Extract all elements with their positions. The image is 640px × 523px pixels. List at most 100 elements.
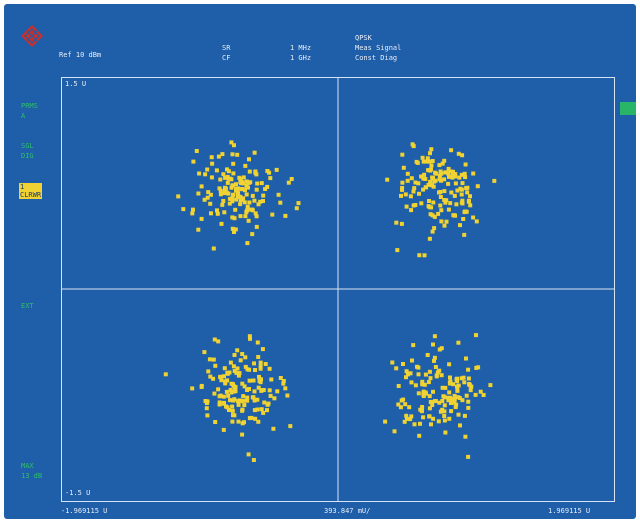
constellation-point	[456, 340, 461, 345]
constellation-point	[275, 389, 280, 394]
constellation-plot[interactable]: 1.5 U -1.5 U	[61, 77, 615, 502]
constellation-point	[438, 195, 443, 199]
constellation-point	[233, 227, 238, 232]
constellation-point	[416, 372, 421, 377]
constellation-point	[216, 387, 221, 392]
constellation-point	[243, 355, 248, 360]
constellation-point	[247, 169, 252, 174]
constellation-point	[401, 362, 405, 366]
constellation-point	[243, 188, 247, 193]
constellation-point	[420, 379, 425, 384]
side-label-dig: DIG	[21, 152, 34, 160]
constellation-point	[442, 403, 447, 408]
constellation-point	[383, 419, 388, 424]
constellation-point	[241, 175, 246, 180]
constellation-point	[466, 376, 471, 381]
constellation-point	[419, 201, 424, 206]
constellation-point	[420, 155, 425, 160]
trace-mode-badge[interactable]: 1 CLRWR	[19, 183, 43, 199]
constellation-point	[274, 167, 279, 172]
constellation-point	[245, 241, 250, 246]
constellation-point	[225, 378, 230, 383]
constellation-point	[271, 426, 276, 431]
constellation-point	[410, 358, 414, 363]
constellation-point	[400, 180, 405, 185]
constellation-point	[217, 400, 222, 405]
constellation-point	[194, 149, 199, 153]
constellation-point	[236, 186, 241, 191]
constellation-point	[242, 200, 247, 205]
side-label-a: A	[21, 112, 26, 120]
constellation-point	[468, 388, 473, 393]
constellation-point	[257, 374, 261, 379]
constellation-point	[259, 181, 264, 186]
constellation-point	[457, 396, 462, 400]
constellation-point	[272, 396, 277, 401]
constellation-point	[436, 419, 441, 424]
constellation-point	[211, 376, 216, 381]
constellation-point	[429, 163, 434, 168]
constellation-point	[247, 378, 252, 383]
side-label-prms: PRMS	[21, 102, 38, 110]
constellation-point	[233, 385, 238, 390]
constellation-point	[231, 398, 236, 403]
constellation-point	[409, 380, 414, 385]
constellation-point	[231, 364, 236, 369]
constellation-point	[456, 412, 461, 417]
constellation-point	[446, 398, 451, 403]
constellation-point	[411, 343, 416, 348]
constellation-point	[251, 378, 256, 383]
constellation-point	[461, 217, 466, 221]
constellation-point	[449, 148, 454, 153]
constellation-point	[432, 334, 437, 339]
constellation-point	[439, 171, 444, 176]
constellation-point	[229, 390, 234, 395]
constellation-point	[235, 348, 240, 353]
constellation-point	[255, 181, 260, 186]
constellation-point	[417, 191, 421, 196]
constellation-point	[449, 190, 454, 195]
constellation-point	[442, 418, 447, 423]
constellation-point	[241, 181, 246, 186]
constellation-point	[412, 422, 417, 427]
constellation-point	[245, 395, 250, 400]
constellation-point	[451, 173, 455, 178]
constellation-point	[411, 189, 416, 194]
constellation-point	[191, 159, 196, 164]
constellation-point	[400, 187, 404, 192]
constellation-point	[205, 195, 210, 200]
constellation-point	[466, 405, 471, 410]
constellation-point	[442, 189, 447, 194]
constellation-point	[226, 191, 231, 196]
y-max-label: 1.5 U	[65, 80, 87, 88]
constellation-point	[231, 192, 236, 197]
constellation-point	[447, 416, 452, 421]
constellation-point	[456, 151, 461, 156]
constellation-point	[227, 196, 232, 201]
constellation-point	[399, 193, 403, 198]
constellation-point	[404, 413, 409, 418]
constellation-point	[227, 408, 231, 412]
ref-level-label: Ref 10 dBm	[59, 51, 102, 59]
constellation-point	[446, 207, 451, 212]
constellation-point	[199, 184, 204, 189]
constellation-point	[240, 407, 245, 412]
constellation-point	[468, 203, 473, 208]
constellation-point	[473, 392, 478, 397]
constellation-point	[265, 169, 270, 173]
constellation-point	[408, 194, 413, 199]
constellation-point	[254, 214, 259, 219]
constellation-point	[230, 419, 235, 424]
constellation-point	[278, 200, 283, 205]
constellation-point	[448, 375, 452, 380]
constellation-point	[240, 421, 245, 426]
constellation-point	[448, 201, 453, 206]
constellation-point	[245, 204, 250, 209]
constellation-point	[460, 181, 465, 186]
constellation-point	[253, 211, 258, 216]
constellation-point	[422, 382, 427, 387]
constellation-point	[436, 211, 441, 216]
constellation-point	[219, 221, 224, 226]
constellation-point	[457, 175, 462, 180]
constellation-point	[228, 360, 233, 365]
